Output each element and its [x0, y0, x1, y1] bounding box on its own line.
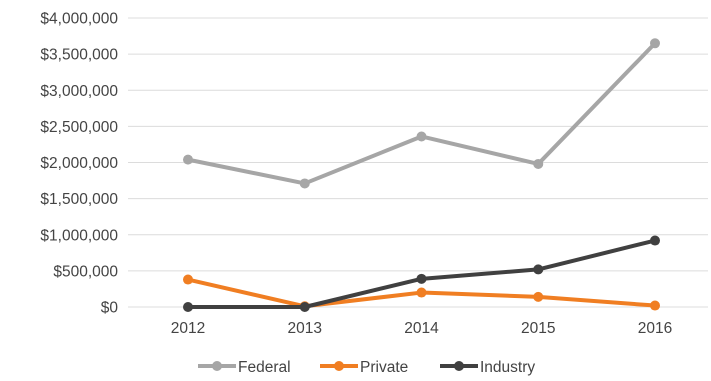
data-point-private	[416, 287, 427, 298]
data-point-federal	[416, 131, 427, 142]
legend-label-federal: Federal	[238, 359, 291, 376]
data-point-private	[650, 300, 660, 311]
data-point-federal	[650, 38, 660, 49]
y-axis: $4,000,000 $3,500,000 $3,000,000 $2,500,…	[40, 11, 118, 317]
data-point-federal	[183, 154, 193, 165]
legend-item-private: Private	[320, 359, 408, 376]
y-tick-label: $2,500,000	[40, 119, 118, 136]
y-tick-label: $4,000,000	[40, 11, 118, 28]
legend-label-industry: Industry	[480, 359, 535, 376]
y-tick-label: $1,000,000	[40, 227, 118, 244]
y-tick-label: $500,000	[53, 263, 118, 280]
x-tick-label: 2012	[171, 320, 205, 337]
legend-label-private: Private	[360, 359, 408, 376]
x-tick-label: 2015	[521, 320, 555, 337]
x-tick-label: 2013	[288, 320, 322, 337]
data-point-federal	[299, 178, 310, 189]
y-tick-label: $1,500,000	[40, 191, 118, 208]
legend-marker-private	[334, 361, 344, 371]
legend-marker-industry	[454, 361, 464, 371]
x-tick-label: 2016	[638, 320, 672, 337]
data-point-private	[183, 274, 193, 285]
legend-item-federal: Federal	[198, 359, 291, 376]
y-tick-label: $3,000,000	[40, 83, 118, 100]
legend-item-industry: Industry	[440, 359, 535, 376]
gridlines	[128, 17, 708, 308]
y-tick-label: $3,500,000	[40, 47, 118, 64]
data-point-industry	[416, 273, 427, 284]
x-axis: 2012 2013 2014 2015 2016	[171, 320, 672, 337]
y-tick-label: $0	[101, 300, 119, 317]
data-point-private	[533, 291, 544, 302]
y-tick-label: $2,000,000	[40, 155, 118, 172]
data-point-industry	[183, 302, 193, 312]
data-point-industry	[299, 302, 310, 312]
series-layer	[183, 38, 660, 312]
data-point-industry	[533, 264, 544, 275]
data-point-federal	[533, 158, 544, 169]
legend-marker-federal	[212, 361, 222, 371]
legend: Federal Private Industry	[198, 359, 535, 376]
data-point-industry	[650, 235, 660, 246]
x-tick-label: 2014	[404, 320, 439, 337]
